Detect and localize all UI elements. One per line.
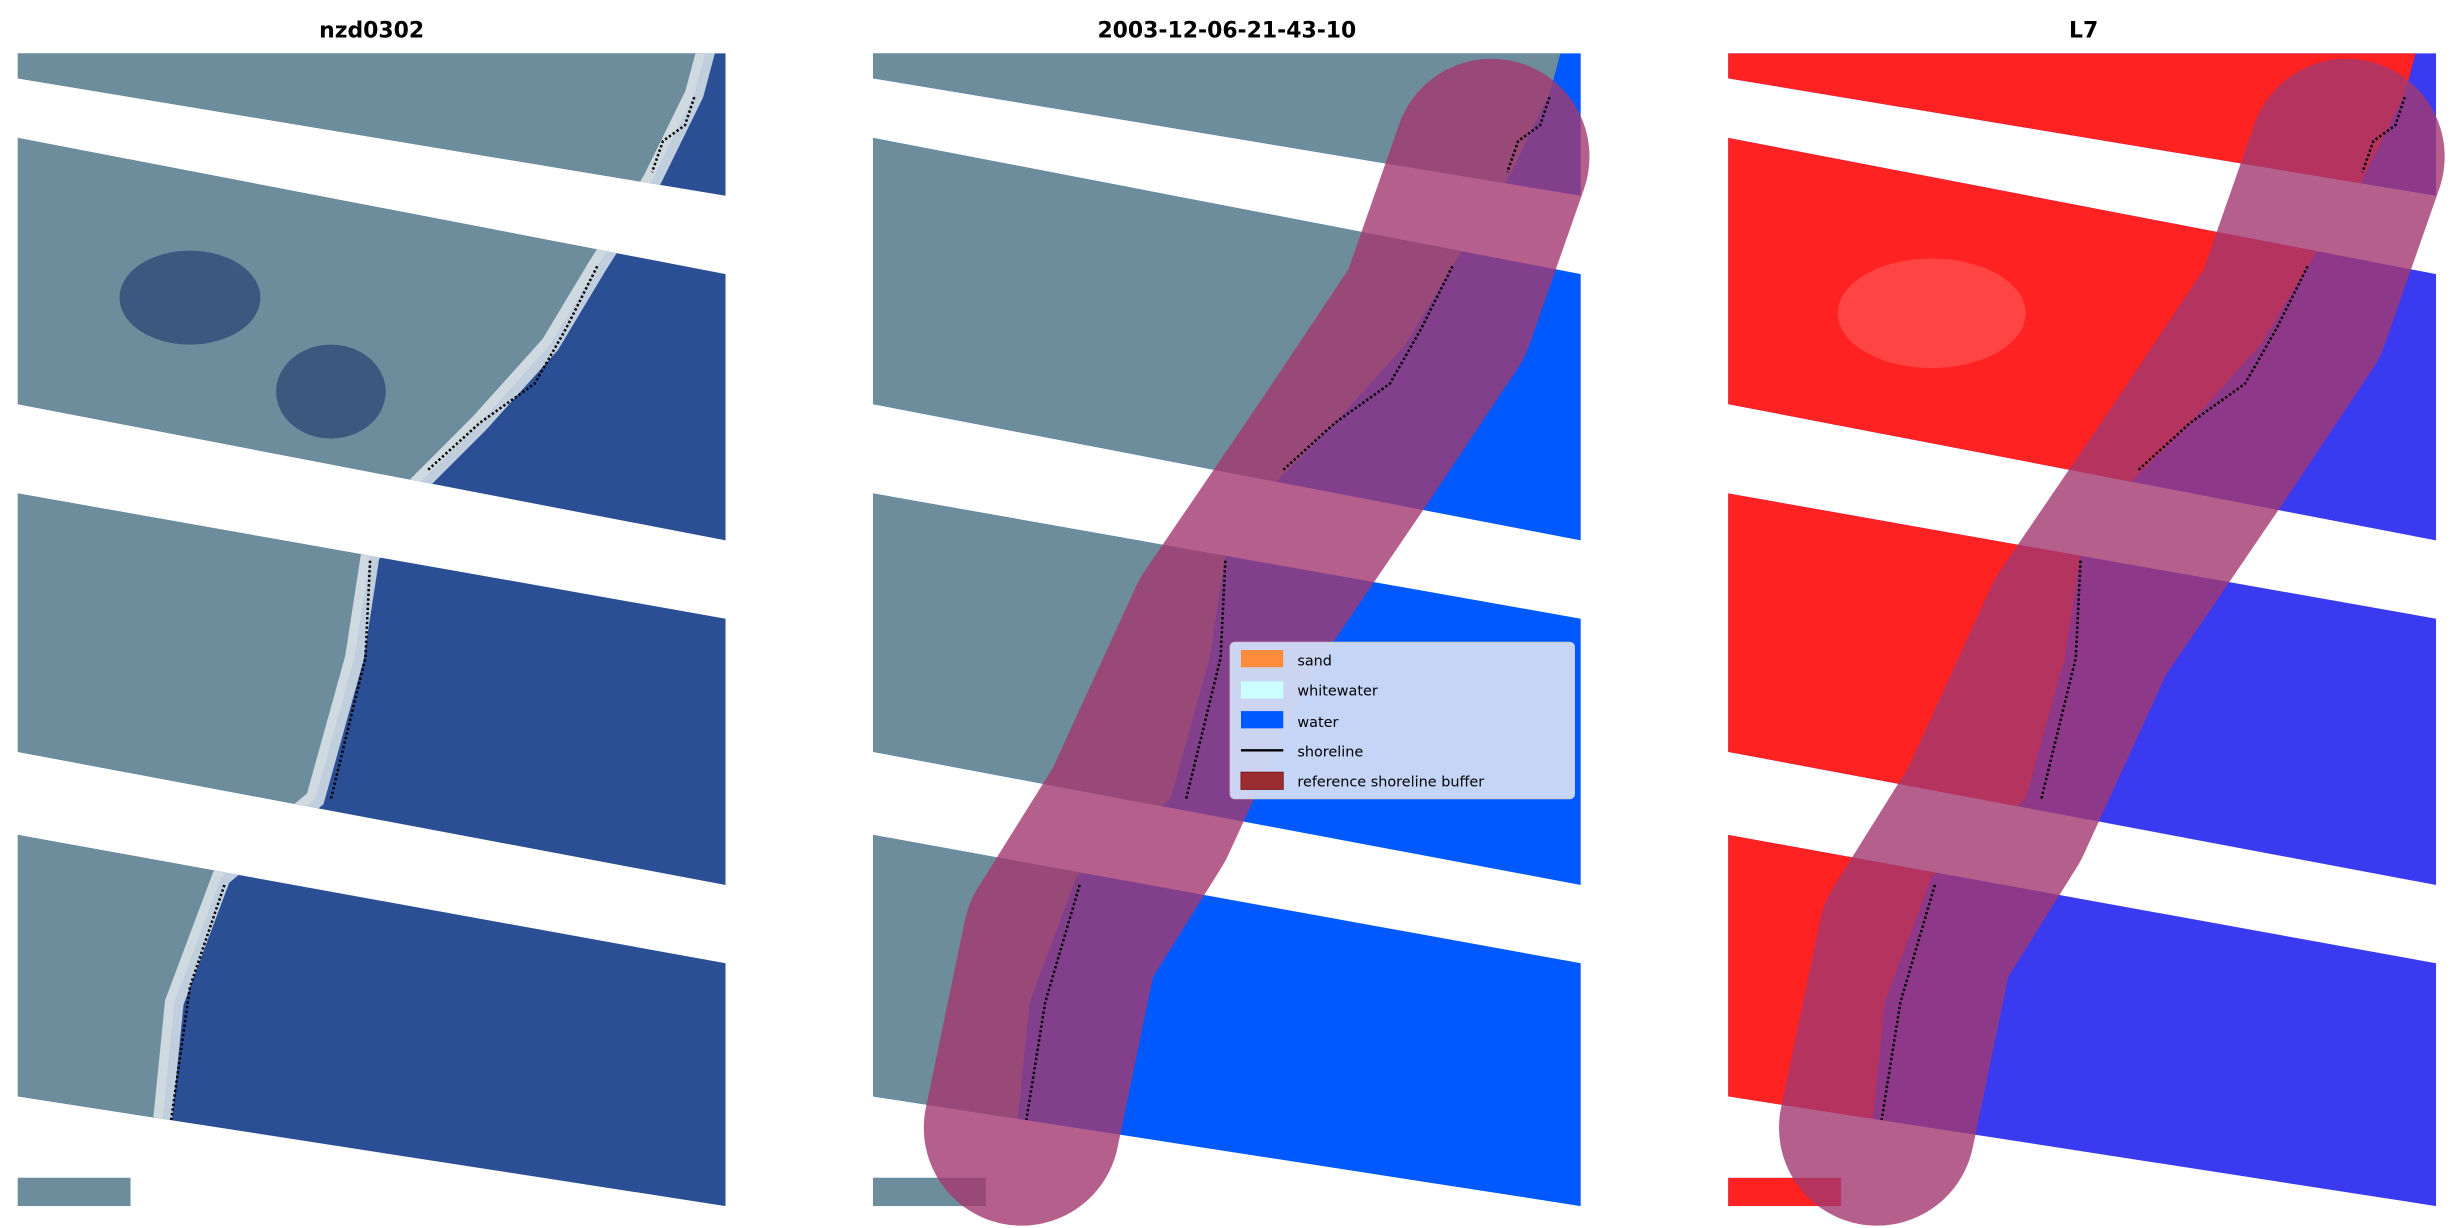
buffer-swatch [1240,771,1284,790]
reference-shoreline-buffer [1778,58,2445,1226]
legend-label-buffer: reference shoreline buffer [1297,774,1484,790]
classified-image-panel: sand whitewater water shoreline referenc… [872,53,1590,1226]
legend: sand whitewater water shoreline referenc… [1229,641,1575,800]
light-patch [1837,258,2026,369]
sand-swatch [1240,650,1284,668]
dark-patch [276,344,386,439]
panel-title-index: L7 [2069,19,2098,44]
shoreline [1025,96,1551,1121]
legend-label-water: water [1297,715,1338,731]
index-image-panel [1728,53,2445,1226]
panel-title-classified: 2003-12-06-21-43-10 [1097,19,1356,44]
panel-title-rgb: nzd0302 [319,19,424,44]
legend-label-whitewater: whitewater [1297,683,1378,699]
legend-label-shoreline: shoreline [1297,745,1363,761]
shoreline [1880,96,2406,1121]
dark-patch [119,250,261,345]
whitewater-swatch [1240,681,1284,699]
water-swatch [1240,711,1284,729]
legend-label-sand: sand [1297,654,1332,670]
legend-box [1229,641,1575,800]
rgb-image-panel [17,53,726,1207]
shoreline [169,96,696,1121]
reference-shoreline-buffer [923,58,1590,1226]
